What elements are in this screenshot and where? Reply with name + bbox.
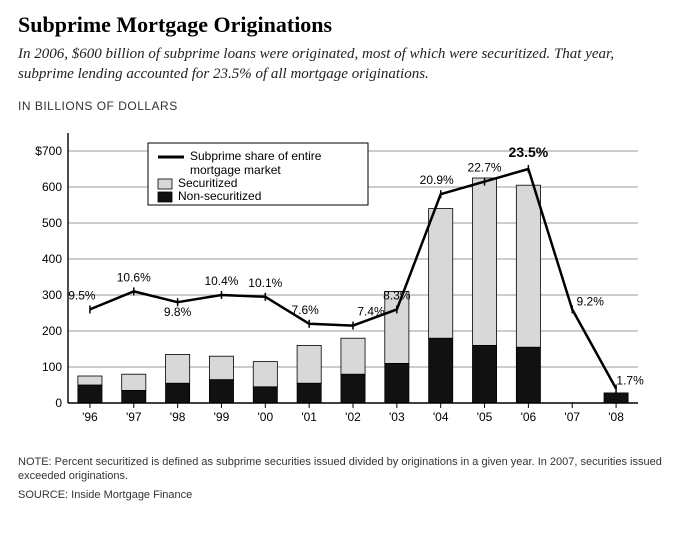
- share-label: 1.7%: [616, 373, 644, 387]
- bar-securitized: [341, 338, 365, 374]
- svg-text:Non-securitized: Non-securitized: [178, 189, 261, 203]
- share-label: 10.4%: [204, 274, 238, 288]
- share-label: 10.6%: [117, 270, 151, 284]
- bar-securitized: [429, 208, 453, 338]
- bar-non-securitized: [122, 390, 146, 403]
- bar-securitized: [166, 354, 190, 383]
- share-label: 8.3%: [383, 288, 411, 302]
- svg-text:200: 200: [42, 324, 62, 338]
- svg-text:'05: '05: [477, 410, 493, 424]
- share-label: 7.6%: [291, 302, 319, 316]
- share-label: 9.2%: [577, 294, 605, 308]
- svg-text:'00: '00: [257, 410, 273, 424]
- svg-text:$700: $700: [35, 144, 62, 158]
- bar-non-securitized: [385, 363, 409, 403]
- bar-non-securitized: [472, 345, 496, 403]
- svg-text:'99: '99: [214, 410, 230, 424]
- bar-securitized: [122, 374, 146, 390]
- svg-text:mortgage market: mortgage market: [190, 163, 281, 177]
- svg-text:'01: '01: [301, 410, 317, 424]
- svg-text:'04: '04: [433, 410, 449, 424]
- svg-text:300: 300: [42, 288, 62, 302]
- svg-text:'06: '06: [521, 410, 537, 424]
- bar-non-securitized: [516, 347, 540, 403]
- bar-securitized: [516, 185, 540, 347]
- svg-text:'98: '98: [170, 410, 186, 424]
- share-label: 9.5%: [68, 288, 96, 302]
- svg-text:0: 0: [55, 396, 62, 410]
- chart-title: Subprime Mortgage Originations: [18, 12, 666, 38]
- bar-securitized: [253, 361, 277, 386]
- svg-text:Subprime share of entire: Subprime share of entire: [190, 149, 322, 163]
- share-label: 22.7%: [468, 160, 502, 174]
- y-axis-title: IN BILLIONS OF DOLLARS: [18, 99, 666, 113]
- share-label: 23.5%: [509, 144, 549, 160]
- chart: 0 100 200 300 400 500 600 $700 '96 '97 '98 '99 '00 '0…: [18, 117, 658, 447]
- chart-svg: 0 100 200 300 400 500 600 $700 '96 '97 '98 '99 '00 '0…: [18, 117, 658, 447]
- page: Subprime Mortgage Originations In 2006, …: [0, 0, 684, 552]
- svg-text:100: 100: [42, 360, 62, 374]
- share-label: 7.4%: [357, 304, 385, 318]
- bar-non-securitized: [166, 383, 190, 403]
- svg-text:500: 500: [42, 216, 62, 230]
- bar-non-securitized: [78, 385, 102, 403]
- svg-text:'97: '97: [126, 410, 142, 424]
- svg-text:600: 600: [42, 180, 62, 194]
- share-label: 20.9%: [420, 173, 454, 187]
- bar-non-securitized: [341, 374, 365, 403]
- bar-non-securitized: [253, 386, 277, 402]
- svg-text:'03: '03: [389, 410, 405, 424]
- bar-securitized: [209, 356, 233, 379]
- svg-text:400: 400: [42, 252, 62, 266]
- bar-non-securitized: [209, 379, 233, 402]
- svg-text:'07: '07: [564, 410, 580, 424]
- bar-non-securitized: [297, 383, 321, 403]
- svg-text:'96: '96: [82, 410, 98, 424]
- bar-non-securitized: [604, 392, 628, 402]
- chart-subtitle: In 2006, $600 billion of subprime loans …: [18, 44, 666, 85]
- chart-note: NOTE: Percent securitized is defined as …: [18, 455, 666, 484]
- bar-non-securitized: [429, 338, 453, 403]
- svg-text:Securitized: Securitized: [178, 176, 237, 190]
- bar-securitized: [472, 178, 496, 345]
- bar-securitized: [78, 376, 102, 385]
- share-label: 10.1%: [248, 275, 282, 289]
- bar-securitized: [297, 345, 321, 383]
- chart-source: SOURCE: Inside Mortgage Finance: [18, 489, 666, 501]
- share-label: 9.8%: [164, 305, 192, 319]
- svg-text:'02: '02: [345, 410, 361, 424]
- svg-text:'08: '08: [608, 410, 624, 424]
